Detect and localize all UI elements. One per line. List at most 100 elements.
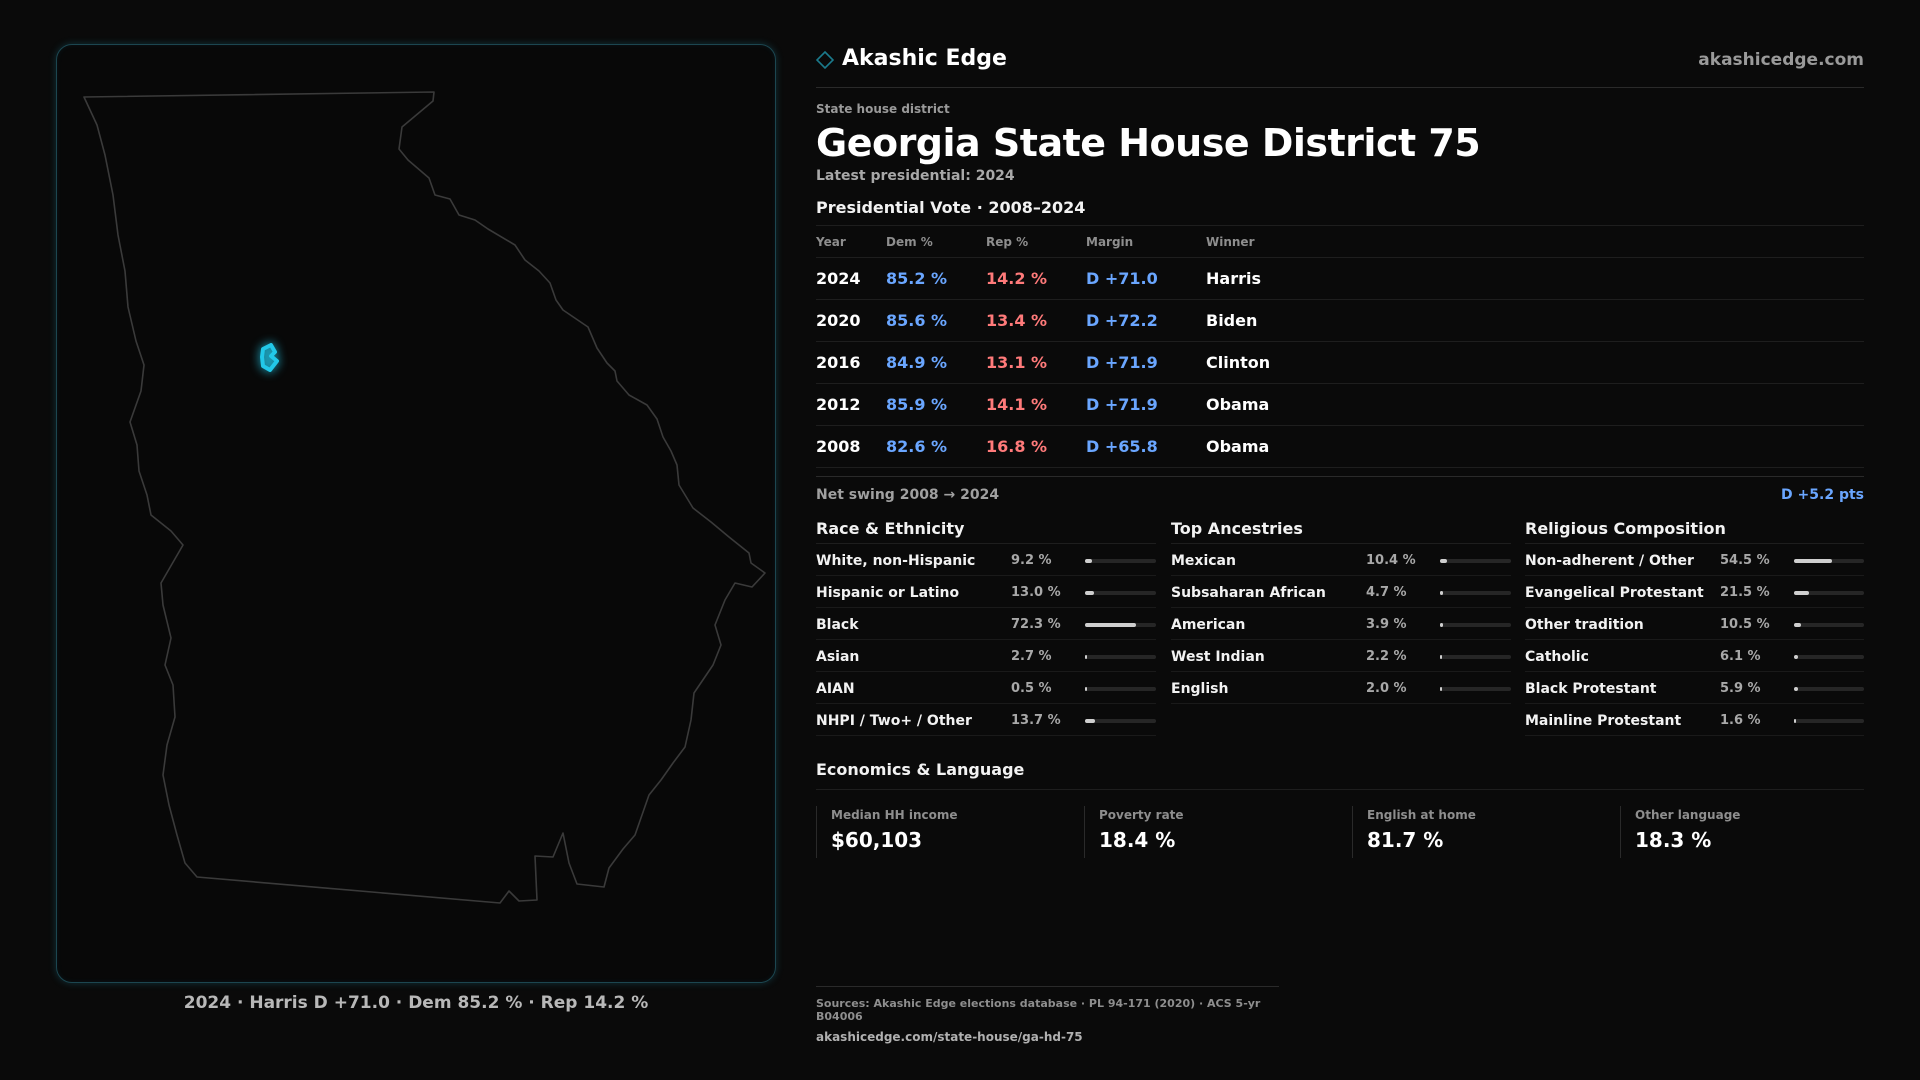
religion-label: Other tradition	[1525, 617, 1644, 633]
map-caption: 2024 · Harris D +71.0 · Dem 85.2 % · Rep…	[183, 993, 649, 1013]
ancestry-row: American 3.9 %	[1171, 608, 1511, 640]
brand-bar: Akashic Edge akashicedge.com	[816, 44, 1864, 88]
ancestry-bar-fill	[1440, 655, 1442, 659]
stat-english-home: English at home 81.7 %	[1352, 806, 1620, 858]
col-winner: Winner	[1206, 225, 1864, 258]
ancestry-bar-fill	[1440, 591, 1444, 595]
religion-value: 1.6 %	[1720, 713, 1761, 728]
race-bar-fill	[1085, 719, 1095, 723]
race-value: 2.7 %	[1011, 649, 1052, 664]
religion-label: Mainline Protestant	[1525, 713, 1682, 729]
table-header-row: Year Dem % Rep % Margin Winner	[816, 225, 1864, 258]
religion-value: 10.5 %	[1720, 617, 1770, 632]
dem-cell: 85.2 %	[886, 257, 986, 300]
rep-cell: 16.8 %	[986, 425, 1086, 468]
dem-cell: 82.6 %	[886, 425, 986, 468]
religion-label: Catholic	[1525, 649, 1589, 665]
religion-bar-fill	[1794, 655, 1799, 659]
religion-bar-track	[1794, 655, 1864, 659]
ancestry-bar-track	[1440, 655, 1511, 659]
map-panel[interactable]	[56, 44, 776, 983]
race-bar-track	[1085, 655, 1156, 659]
year-cell: 2008	[816, 425, 886, 468]
net-swing-label: Net swing 2008 → 2024	[816, 487, 1000, 503]
religion-bar-fill	[1794, 687, 1799, 691]
race-bar-fill	[1085, 591, 1095, 595]
table-row: 2020 85.6 % 13.4 % D +72.2 Biden	[816, 299, 1864, 342]
ancestry-bar-track	[1440, 591, 1511, 595]
stat-poverty-rate: Poverty rate 18.4 %	[1084, 806, 1352, 858]
winner-cell: Biden	[1206, 299, 1864, 342]
ancestry-value: 2.2 %	[1366, 649, 1407, 664]
race-row: Black 72.3 %	[816, 608, 1156, 640]
winner-cell: Obama	[1206, 425, 1864, 468]
stat-value: $60,103	[831, 828, 923, 852]
religion-row: Non-adherent / Other 54.5 %	[1525, 544, 1864, 576]
stat-label: Median HH income	[831, 808, 958, 822]
col-margin: Margin	[1086, 225, 1206, 258]
ancestry-row: Subsaharan African 4.7 %	[1171, 576, 1511, 608]
district-marker[interactable]	[260, 343, 279, 372]
religion-bar-fill	[1794, 559, 1833, 563]
ancestry-bar-track	[1440, 687, 1511, 691]
ancestry-label: American	[1171, 617, 1246, 633]
ancestry-label: West Indian	[1171, 649, 1265, 665]
diamond-logo-icon	[816, 51, 834, 69]
religion-bar-track	[1794, 559, 1864, 563]
race-value: 9.2 %	[1011, 553, 1052, 568]
margin-cell: D +71.0	[1086, 257, 1206, 300]
ancestry-row: Mexican 10.4 %	[1171, 544, 1511, 576]
religion-bar-fill	[1794, 591, 1810, 595]
source-url-link[interactable]: akashicedge.com/state-house/ga-hd-75	[816, 1030, 1083, 1044]
race-value: 13.0 %	[1011, 585, 1061, 600]
stat-label: English at home	[1367, 808, 1476, 822]
race-column: Race & Ethnicity White, non-Hispanic 9.2 …	[816, 516, 1156, 736]
margin-cell: D +71.9	[1086, 383, 1206, 426]
table-row: 2024 85.2 % 14.2 % D +71.0 Harris	[816, 257, 1864, 300]
ancestry-value: 4.7 %	[1366, 585, 1407, 600]
stat-label: Other language	[1635, 808, 1741, 822]
year-cell: 2016	[816, 341, 886, 384]
stat-value: 81.7 %	[1367, 828, 1444, 852]
margin-cell: D +71.9	[1086, 341, 1206, 384]
ancestry-label: Mexican	[1171, 553, 1236, 569]
race-label: NHPI / Two+ / Other	[816, 713, 972, 729]
sources-text: Sources: Akashic Edge elections database…	[816, 997, 1261, 1023]
race-value: 72.3 %	[1011, 617, 1061, 632]
margin-cell: D +65.8	[1086, 425, 1206, 468]
religion-row: Other tradition 10.5 %	[1525, 608, 1864, 640]
race-title: Race & Ethnicity	[816, 516, 1156, 544]
detail-panel: Akashic Edge akashicedge.com State house…	[816, 44, 1864, 756]
ancestry-bar-track	[1440, 623, 1511, 627]
winner-cell: Obama	[1206, 383, 1864, 426]
race-label: Asian	[816, 649, 860, 665]
brand-url-link[interactable]: akashicedge.com	[1698, 50, 1864, 70]
stat-median-income: Median HH income $60,103	[816, 806, 1084, 858]
stat-label: Poverty rate	[1099, 808, 1184, 822]
col-year: Year	[816, 225, 886, 258]
col-rep: Rep %	[986, 225, 1086, 258]
rep-cell: 13.4 %	[986, 299, 1086, 342]
race-label: White, non-Hispanic	[816, 553, 976, 569]
race-row: AIAN 0.5 %	[816, 672, 1156, 704]
net-swing-value: D +5.2 pts	[1781, 487, 1864, 503]
race-row: Asian 2.7 %	[816, 640, 1156, 672]
economics-row: Median HH income $60,103 Poverty rate 18…	[816, 806, 1864, 862]
race-bar-fill	[1085, 687, 1087, 691]
race-bar-track	[1085, 623, 1156, 627]
economics-title: Economics & Language	[816, 760, 1864, 790]
religion-row: Evangelical Protestant 21.5 %	[1525, 576, 1864, 608]
religion-bar-fill	[1794, 719, 1796, 723]
religion-bar-track	[1794, 687, 1864, 691]
stat-value: 18.3 %	[1635, 828, 1712, 852]
page-kicker: State house district	[816, 102, 950, 116]
ancestry-row: West Indian 2.2 %	[1171, 640, 1511, 672]
page-title: Georgia State House District 75	[816, 121, 1481, 165]
stat-value: 18.4 %	[1099, 828, 1176, 852]
ancestry-bar-track	[1440, 559, 1511, 563]
winner-cell: Clinton	[1206, 341, 1864, 384]
race-bar-track	[1085, 687, 1156, 691]
race-row: NHPI / Two+ / Other 13.7 %	[816, 704, 1156, 736]
table-row: 2016 84.9 % 13.1 % D +71.9 Clinton	[816, 341, 1864, 384]
race-label: Black	[816, 617, 859, 633]
